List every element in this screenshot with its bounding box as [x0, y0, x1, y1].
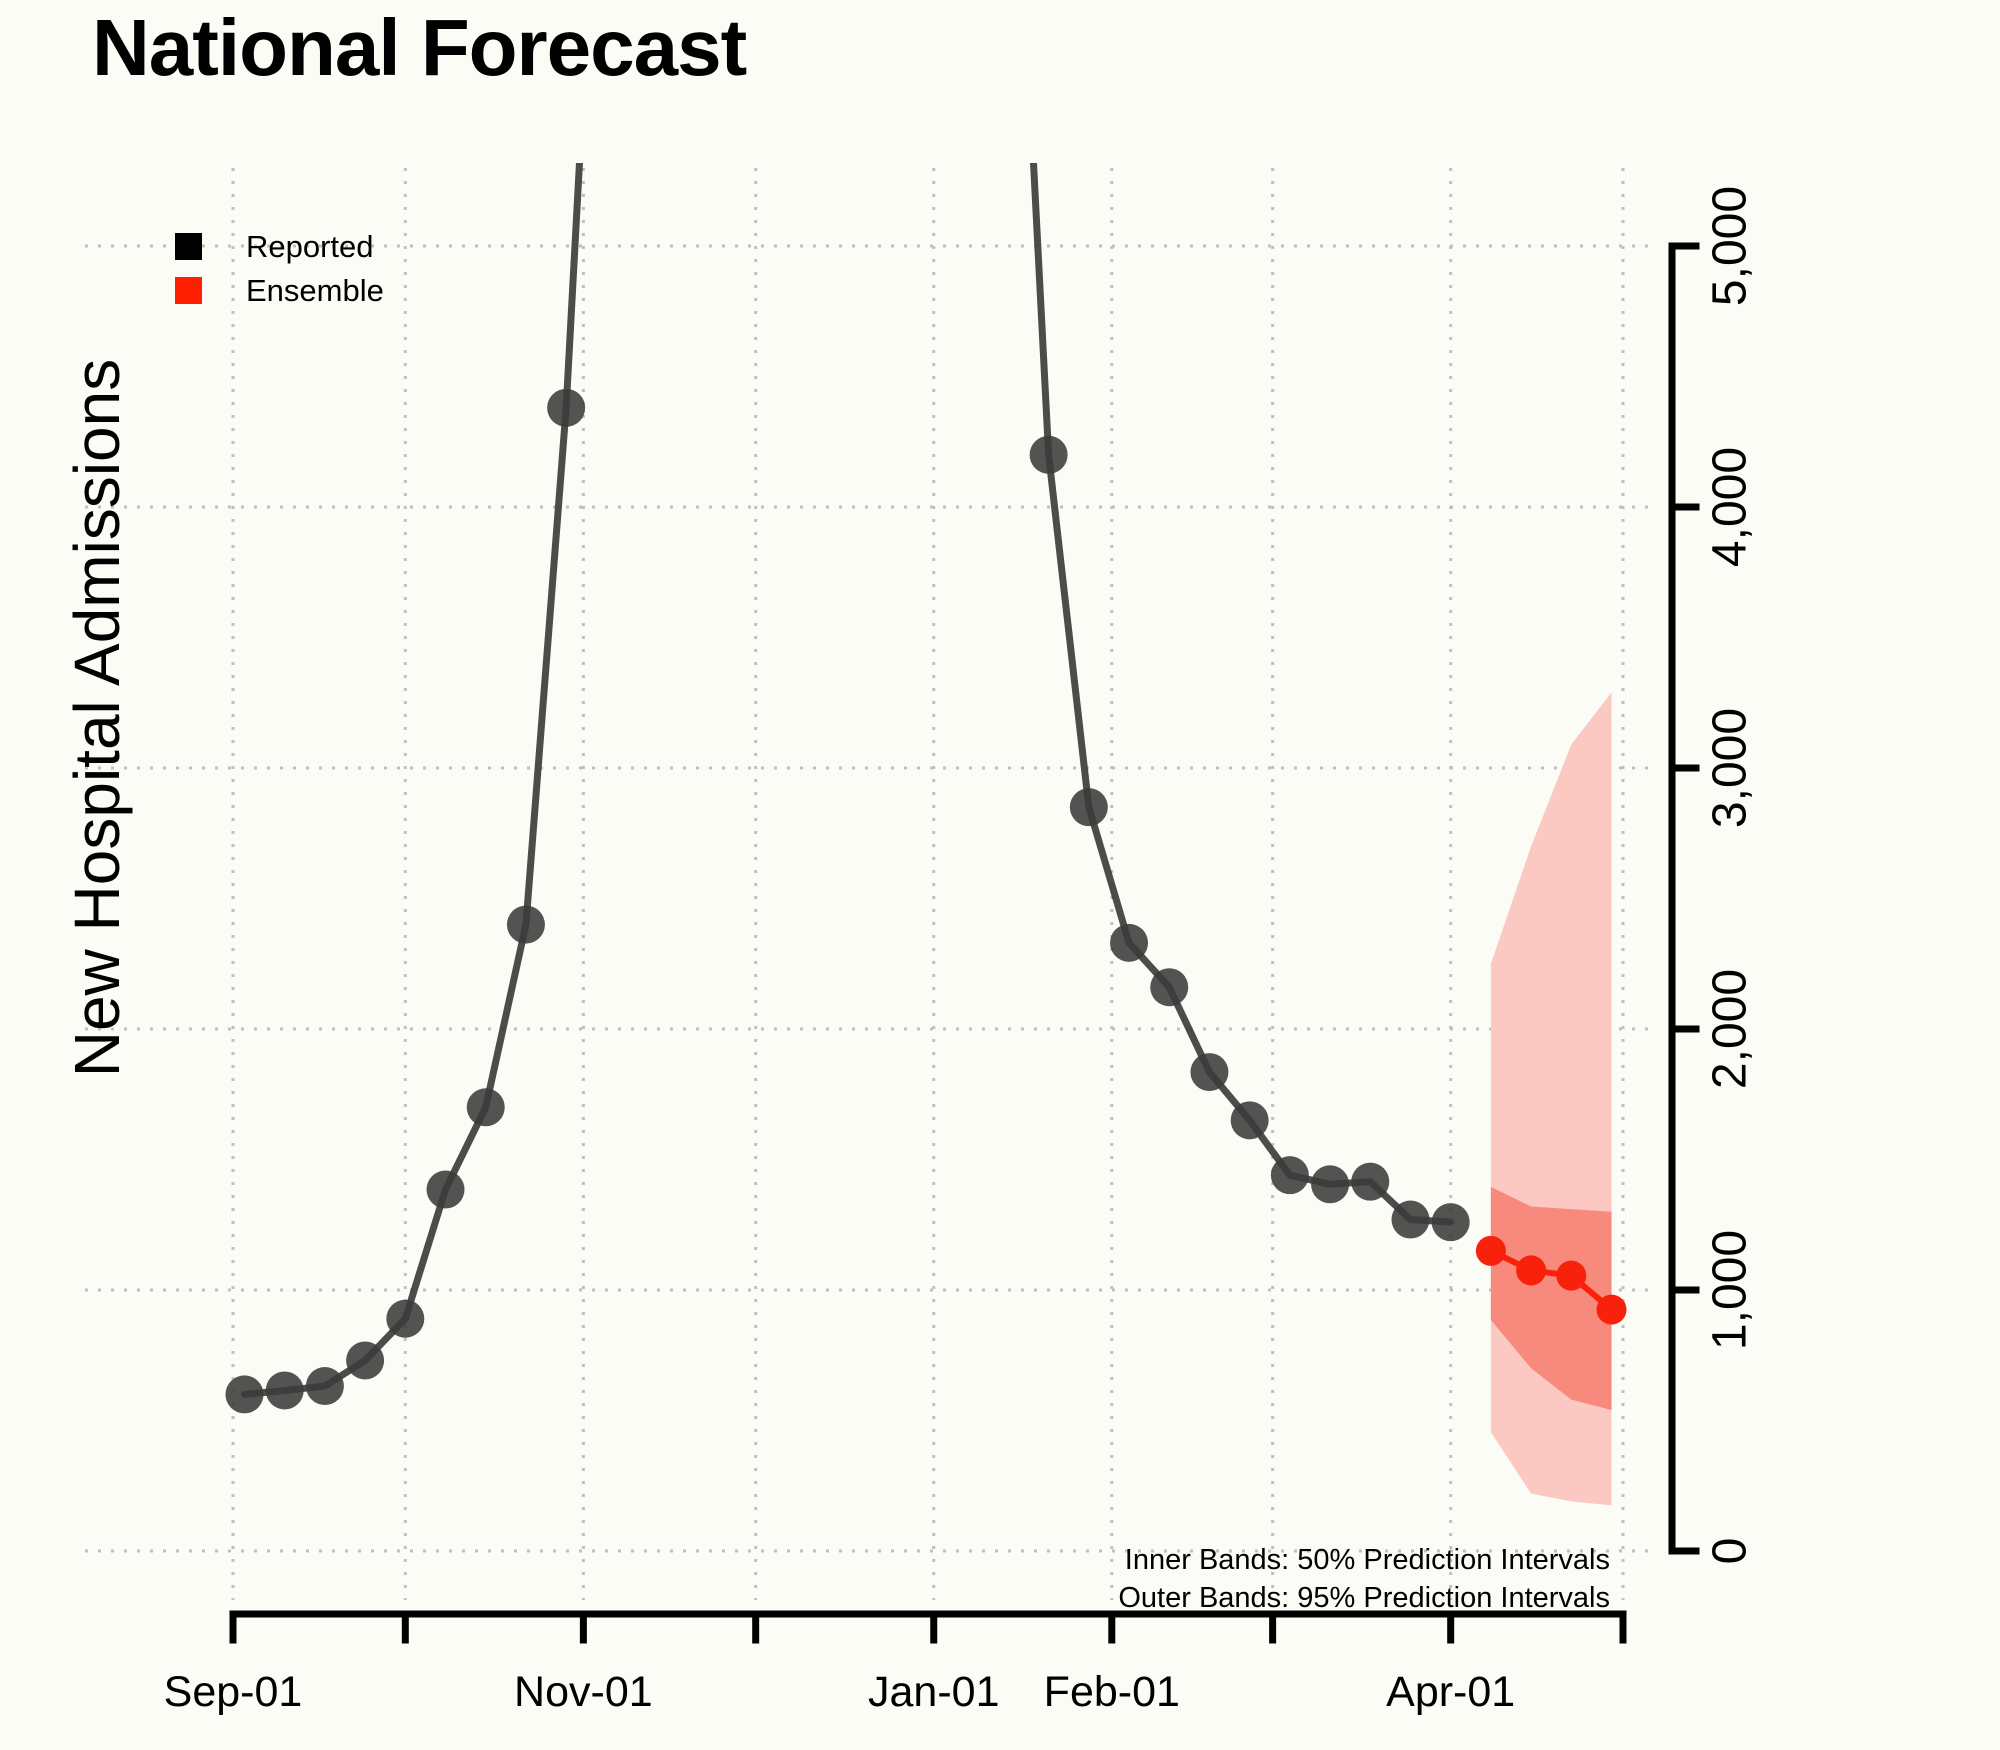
- prediction-bands: [1490, 692, 1612, 1506]
- series: [225, 163, 1627, 1414]
- x-tick-label: Nov-01: [514, 1668, 653, 1716]
- y-tick-label: 4,000: [1704, 447, 1757, 567]
- reported-point: [265, 1371, 304, 1410]
- reported-point: [305, 1367, 344, 1406]
- outer-bands-note: Outer Bands: 95% Prediction Intervals: [1118, 1582, 1610, 1614]
- reported-point: [1230, 1101, 1269, 1140]
- reported-point: [1190, 1053, 1229, 1092]
- reported-point: [1351, 1162, 1390, 1201]
- x-tick-label: Jan-01: [868, 1668, 999, 1716]
- reported-point: [1311, 1165, 1350, 1204]
- y-tick-label: 1,000: [1704, 1230, 1757, 1350]
- ensemble-swatch-icon: [175, 277, 202, 304]
- axes: [229, 242, 1700, 1644]
- y-tick-labels: 0 1,000 2,000 3,000 4,000 5,000: [1704, 186, 1757, 1564]
- y-tick-label: 0: [1704, 1538, 1757, 1565]
- ensemble-point: [1596, 1294, 1627, 1325]
- y-tick-label: 3,000: [1704, 708, 1757, 828]
- y-tick-label: 2,000: [1704, 969, 1757, 1089]
- legend: Reported Ensemble: [175, 229, 384, 320]
- legend-item-ensemble: Ensemble: [175, 273, 384, 308]
- reported-point: [1431, 1203, 1470, 1242]
- ensemble-point: [1516, 1255, 1547, 1286]
- reported-point: [346, 1341, 385, 1380]
- reported-swatch-icon: [175, 233, 202, 260]
- legend-item-reported: Reported: [175, 229, 384, 264]
- inner-50-band: [1490, 1186, 1612, 1411]
- reported-point: [1029, 435, 1068, 474]
- ensemble-point: [1556, 1260, 1587, 1291]
- y-tick-label: 5,000: [1704, 186, 1757, 306]
- y-axis-title: New Hospital Admissions: [61, 358, 133, 1078]
- ensemble-line: [1487, 1247, 1615, 1313]
- reported-point: [225, 1375, 264, 1414]
- legend-label-reported: Reported: [246, 229, 374, 264]
- reported-point: [1069, 788, 1108, 827]
- reported-point: [1110, 923, 1149, 962]
- x-tick-labels: Sep-01 Nov-01 Jan-01 Feb-01 Apr-01: [164, 1668, 1516, 1716]
- reported-point: [1150, 968, 1189, 1007]
- reported-point: [1270, 1156, 1309, 1195]
- x-tick-label: Apr-01: [1386, 1668, 1515, 1716]
- reported-line: [1030, 163, 1455, 1226]
- legend-label-ensemble: Ensemble: [246, 273, 384, 308]
- ensemble-point: [1475, 1235, 1506, 1266]
- reported-point: [547, 388, 586, 427]
- reported-point: [506, 905, 545, 944]
- reported-point: [426, 1170, 465, 1209]
- reported-point: [386, 1299, 425, 1338]
- inner-bands-note: Inner Bands: 50% Prediction Intervals: [1124, 1544, 1610, 1576]
- reported-point: [1391, 1200, 1430, 1239]
- x-tick-label: Feb-01: [1044, 1668, 1180, 1716]
- reported-point: [466, 1088, 505, 1127]
- chart-title: National Forecast: [92, 3, 747, 92]
- reported-line: [240, 163, 583, 1398]
- x-tick-label: Sep-01: [164, 1668, 303, 1716]
- prediction-interval-notes: Inner Bands: 50% Prediction Intervals Ou…: [1118, 1541, 1610, 1617]
